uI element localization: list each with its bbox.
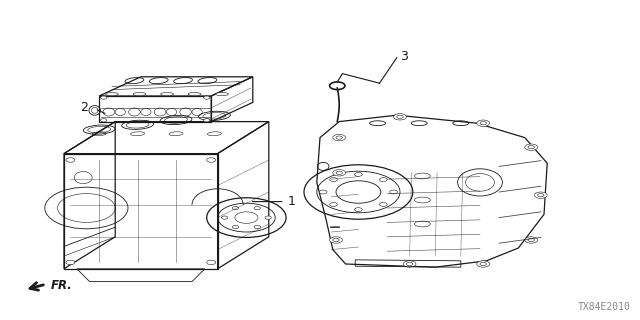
Circle shape [403,261,416,267]
Circle shape [66,158,75,162]
Circle shape [390,190,397,194]
Circle shape [207,260,216,265]
Circle shape [265,216,271,219]
Circle shape [232,207,239,210]
Circle shape [380,178,387,181]
Text: 1: 1 [288,195,296,208]
Circle shape [100,119,107,122]
Circle shape [355,172,362,176]
Ellipse shape [161,92,173,96]
Circle shape [100,96,107,99]
Ellipse shape [216,92,228,96]
Circle shape [534,192,547,198]
Circle shape [66,260,75,265]
Circle shape [355,208,362,212]
Circle shape [330,178,337,181]
Circle shape [394,114,406,120]
Circle shape [477,120,490,126]
Text: TX84E2010: TX84E2010 [577,302,630,312]
Circle shape [254,207,260,210]
Circle shape [207,158,216,162]
Circle shape [204,96,210,99]
Text: 2: 2 [81,101,88,114]
Circle shape [221,216,228,219]
Text: FR.: FR. [51,279,73,292]
Circle shape [319,190,327,194]
Ellipse shape [133,92,146,96]
Circle shape [232,225,239,228]
Text: 3: 3 [400,50,408,63]
Circle shape [254,225,260,228]
Circle shape [477,261,490,267]
Ellipse shape [106,92,118,96]
Ellipse shape [188,92,201,96]
Circle shape [380,203,387,206]
Circle shape [525,237,538,243]
Circle shape [333,134,346,141]
Circle shape [204,119,210,122]
Circle shape [333,170,346,176]
Circle shape [330,237,342,243]
Circle shape [330,203,337,206]
Circle shape [525,144,538,150]
